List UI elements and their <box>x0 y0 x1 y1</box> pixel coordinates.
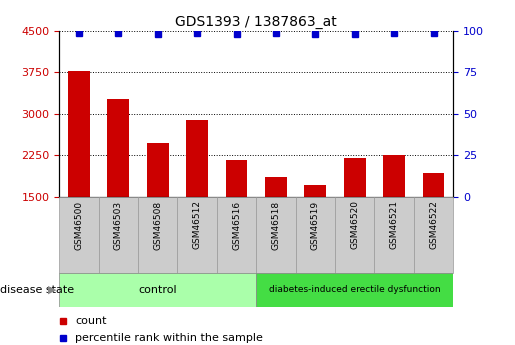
Bar <box>414 197 453 273</box>
Bar <box>177 197 217 273</box>
Text: disease state: disease state <box>0 285 74 295</box>
Bar <box>296 197 335 273</box>
Bar <box>59 273 256 307</box>
Bar <box>256 197 296 273</box>
Text: count: count <box>75 316 107 326</box>
Text: control: control <box>139 285 177 295</box>
Title: GDS1393 / 1387863_at: GDS1393 / 1387863_at <box>175 14 337 29</box>
Bar <box>256 273 453 307</box>
Text: GSM46500: GSM46500 <box>75 200 83 249</box>
Bar <box>59 197 99 273</box>
Text: GSM46512: GSM46512 <box>193 200 201 249</box>
Bar <box>138 197 177 273</box>
Bar <box>99 197 138 273</box>
Text: GSM46519: GSM46519 <box>311 200 320 249</box>
Text: percentile rank within the sample: percentile rank within the sample <box>75 333 263 343</box>
Bar <box>217 197 256 273</box>
Text: GSM46518: GSM46518 <box>271 200 280 249</box>
Bar <box>344 158 366 197</box>
Bar <box>226 160 247 197</box>
Text: GSM46516: GSM46516 <box>232 200 241 249</box>
Text: GSM46522: GSM46522 <box>429 200 438 249</box>
Bar <box>304 185 326 197</box>
Bar <box>108 99 129 197</box>
Bar <box>186 120 208 197</box>
Bar <box>335 197 374 273</box>
Text: GSM46520: GSM46520 <box>350 200 359 249</box>
Text: diabetes-induced erectile dysfunction: diabetes-induced erectile dysfunction <box>269 285 440 294</box>
Text: ▶: ▶ <box>48 285 57 295</box>
Bar <box>423 174 444 197</box>
Text: GSM46503: GSM46503 <box>114 200 123 249</box>
Bar <box>374 197 414 273</box>
Bar <box>265 177 287 197</box>
Text: GSM46508: GSM46508 <box>153 200 162 249</box>
Text: GSM46521: GSM46521 <box>390 200 399 249</box>
Bar <box>68 71 90 197</box>
Bar <box>147 142 168 197</box>
Bar <box>383 155 405 197</box>
